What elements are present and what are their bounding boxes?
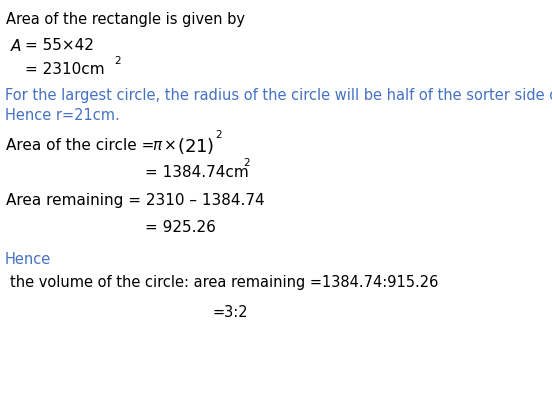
Text: Hence: Hence [5, 252, 51, 267]
Text: 2: 2 [243, 158, 250, 168]
Text: 2: 2 [215, 130, 221, 140]
Text: =3:2: =3:2 [213, 305, 248, 320]
Text: Area of the rectangle is given by: Area of the rectangle is given by [6, 12, 245, 27]
Text: $\pi$: $\pi$ [152, 138, 163, 153]
Text: $(21)$: $(21)$ [177, 136, 214, 156]
Text: the volume of the circle: area remaining =1384.74:915.26: the volume of the circle: area remaining… [10, 275, 438, 290]
Text: $A$: $A$ [10, 38, 22, 54]
Text: = 2310cm: = 2310cm [25, 62, 105, 77]
Text: = 55×42: = 55×42 [25, 38, 94, 53]
Text: = 1384.74cm: = 1384.74cm [145, 165, 249, 180]
Text: = 925.26: = 925.26 [145, 220, 216, 235]
Text: Hence r=21cm.: Hence r=21cm. [5, 108, 120, 123]
Text: ×: × [164, 138, 177, 153]
Text: Area remaining = 2310 – 1384.74: Area remaining = 2310 – 1384.74 [6, 193, 264, 208]
Text: For the largest circle, the radius of the circle will be half of the sorter side: For the largest circle, the radius of th… [5, 88, 552, 103]
Text: 2: 2 [114, 56, 121, 66]
Text: Area of the circle =: Area of the circle = [6, 138, 159, 153]
